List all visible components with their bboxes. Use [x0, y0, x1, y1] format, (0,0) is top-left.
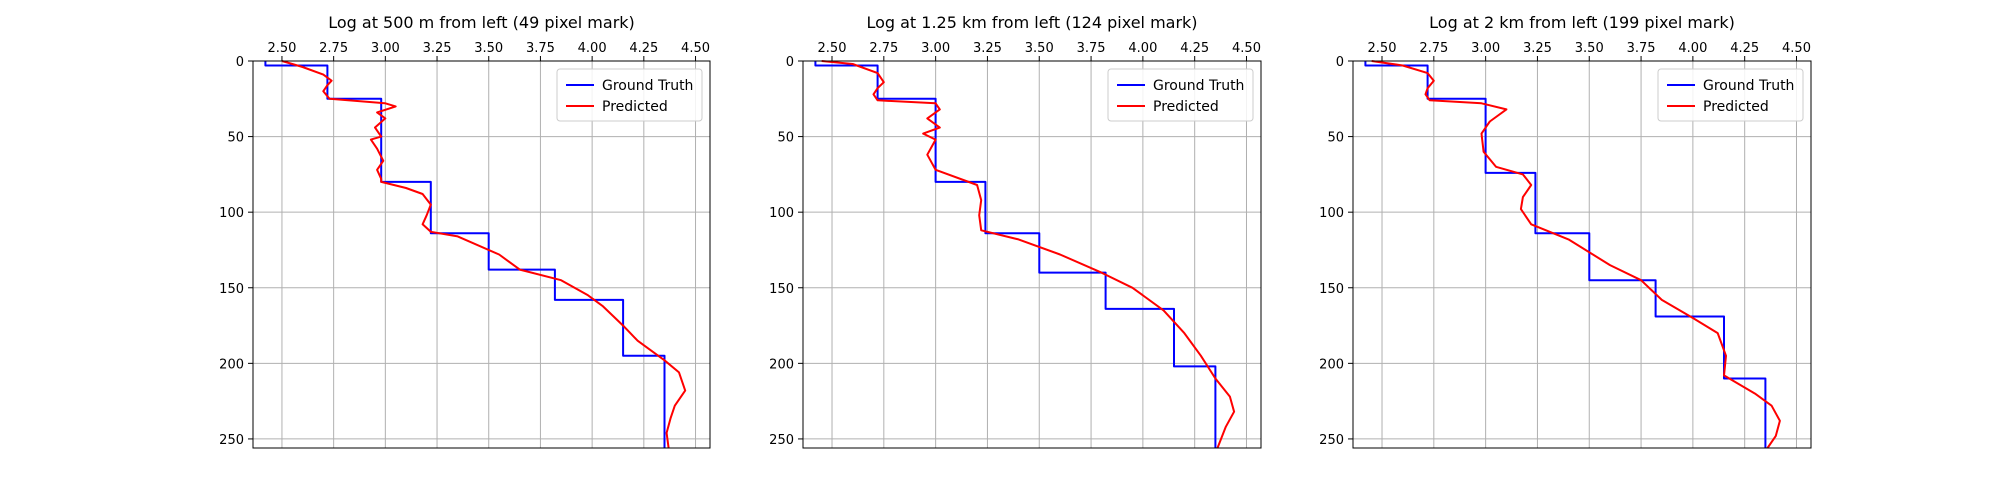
chart-1-y-tick-label-1: 50: [227, 131, 244, 146]
chart-3-y-tick-label-4: 200: [1319, 357, 1344, 372]
chart-1-y-tick-label-2: 100: [219, 206, 244, 221]
chart-1-x-tick-label-4: 3.50: [474, 41, 503, 56]
chart-1-x-tick-label-5: 3.75: [526, 41, 555, 56]
chart-3-legend-label-predicted: Predicted: [1703, 99, 1769, 115]
chart-1-legend-box: [556, 68, 703, 122]
chart-2-x-tick-label-6: 4.00: [1128, 41, 1157, 56]
chart-3-series-predicted-line: [1371, 60, 1781, 449]
chart-2-axes-frame: [802, 60, 1262, 449]
chart-1-x-tick-label-6: 4.00: [578, 41, 607, 56]
chart-2-x-tick-label-2: 3.00: [921, 41, 950, 56]
chart-2-y-tick-label-2: 100: [769, 206, 794, 221]
chart-2-x-tick-label-4: 3.50: [1025, 41, 1054, 56]
chart-3-x-tick-label-4: 3.50: [1575, 41, 1604, 56]
chart-1-y-tick-label-0: 0: [236, 55, 244, 70]
chart-3-x-tick-label-2: 3.00: [1471, 41, 1500, 56]
chart-1-x-tick-label-7: 4.25: [629, 41, 658, 56]
chart-1-x-tick-label-3: 3.25: [423, 41, 452, 56]
chart-2-x-tick-label-3: 3.25: [973, 41, 1002, 56]
chart-1-series-predicted-line: [281, 60, 687, 449]
chart-1-legend-label-ground-truth: Ground Truth: [602, 78, 693, 94]
chart-2-series-ground-truth-line: [814, 61, 1217, 448]
chart-1-legend-label-predicted: Predicted: [602, 99, 668, 115]
chart-2-x-tick-label-7: 4.25: [1180, 41, 1209, 56]
chart-2-y-tick-label-3: 150: [769, 282, 794, 297]
chart-3-y-tick-label-1: 50: [1327, 131, 1344, 146]
chart-3-x-tick-label-5: 3.75: [1627, 41, 1656, 56]
chart-3-axes-frame: [1352, 60, 1812, 449]
chart-1-y-tick-label-5: 250: [219, 433, 244, 448]
chart-2-title: Log at 1.25 km from left (124 pixel mark…: [866, 13, 1197, 32]
chart-2-legend-box: [1107, 68, 1254, 122]
chart-2-legend-label-predicted: Predicted: [1153, 99, 1219, 115]
chart-3-x-tick-label-8: 4.50: [1782, 41, 1811, 56]
chart-2-x-tick-label-5: 3.75: [1077, 41, 1106, 56]
chart-1-x-tick-label-8: 4.50: [681, 41, 710, 56]
chart-1-axes-frame: [252, 60, 711, 449]
chart-1-x-tick-label-2: 3.00: [371, 41, 400, 56]
chart-1-x-tick-label-0: 2.50: [267, 41, 296, 56]
chart-2-y-tick-label-1: 50: [777, 131, 794, 146]
chart-1-title: Log at 500 m from left (49 pixel mark): [328, 13, 635, 32]
chart-2-legend-label-ground-truth: Ground Truth: [1153, 78, 1244, 94]
chart-3-y-tick-label-2: 100: [1319, 206, 1344, 221]
chart-1-series-ground-truth-line: [264, 61, 666, 448]
chart-3-x-tick-label-6: 4.00: [1678, 41, 1707, 56]
chart-2-x-tick-label-1: 2.75: [869, 41, 898, 56]
chart-2-x-tick-label-0: 2.50: [818, 41, 847, 56]
chart-3-legend-label-ground-truth: Ground Truth: [1703, 78, 1794, 94]
chart-1-x-tick-label-1: 2.75: [319, 41, 348, 56]
chart-3-x-tick-label-3: 3.25: [1523, 41, 1552, 56]
chart-2-y-tick-label-5: 250: [769, 433, 794, 448]
chart-1-y-tick-label-4: 200: [219, 357, 244, 372]
chart-3-legend-box: [1657, 68, 1804, 122]
chart-3-title: Log at 2 km from left (199 pixel mark): [1429, 13, 1735, 32]
chart-3-y-tick-label-5: 250: [1319, 433, 1344, 448]
chart-3-y-tick-label-3: 150: [1319, 282, 1344, 297]
chart-2-series-predicted-line: [821, 60, 1236, 449]
chart-3-y-tick-label-0: 0: [1336, 55, 1344, 70]
chart-3-x-tick-label-7: 4.25: [1730, 41, 1759, 56]
chart-3-x-tick-label-0: 2.50: [1368, 41, 1397, 56]
chart-2-x-tick-label-8: 4.50: [1232, 41, 1261, 56]
chart-1-y-tick-label-3: 150: [219, 282, 244, 297]
chart-3-x-tick-label-1: 2.75: [1419, 41, 1448, 56]
chart-2-y-tick-label-0: 0: [786, 55, 794, 70]
chart-2-y-tick-label-4: 200: [769, 357, 794, 372]
